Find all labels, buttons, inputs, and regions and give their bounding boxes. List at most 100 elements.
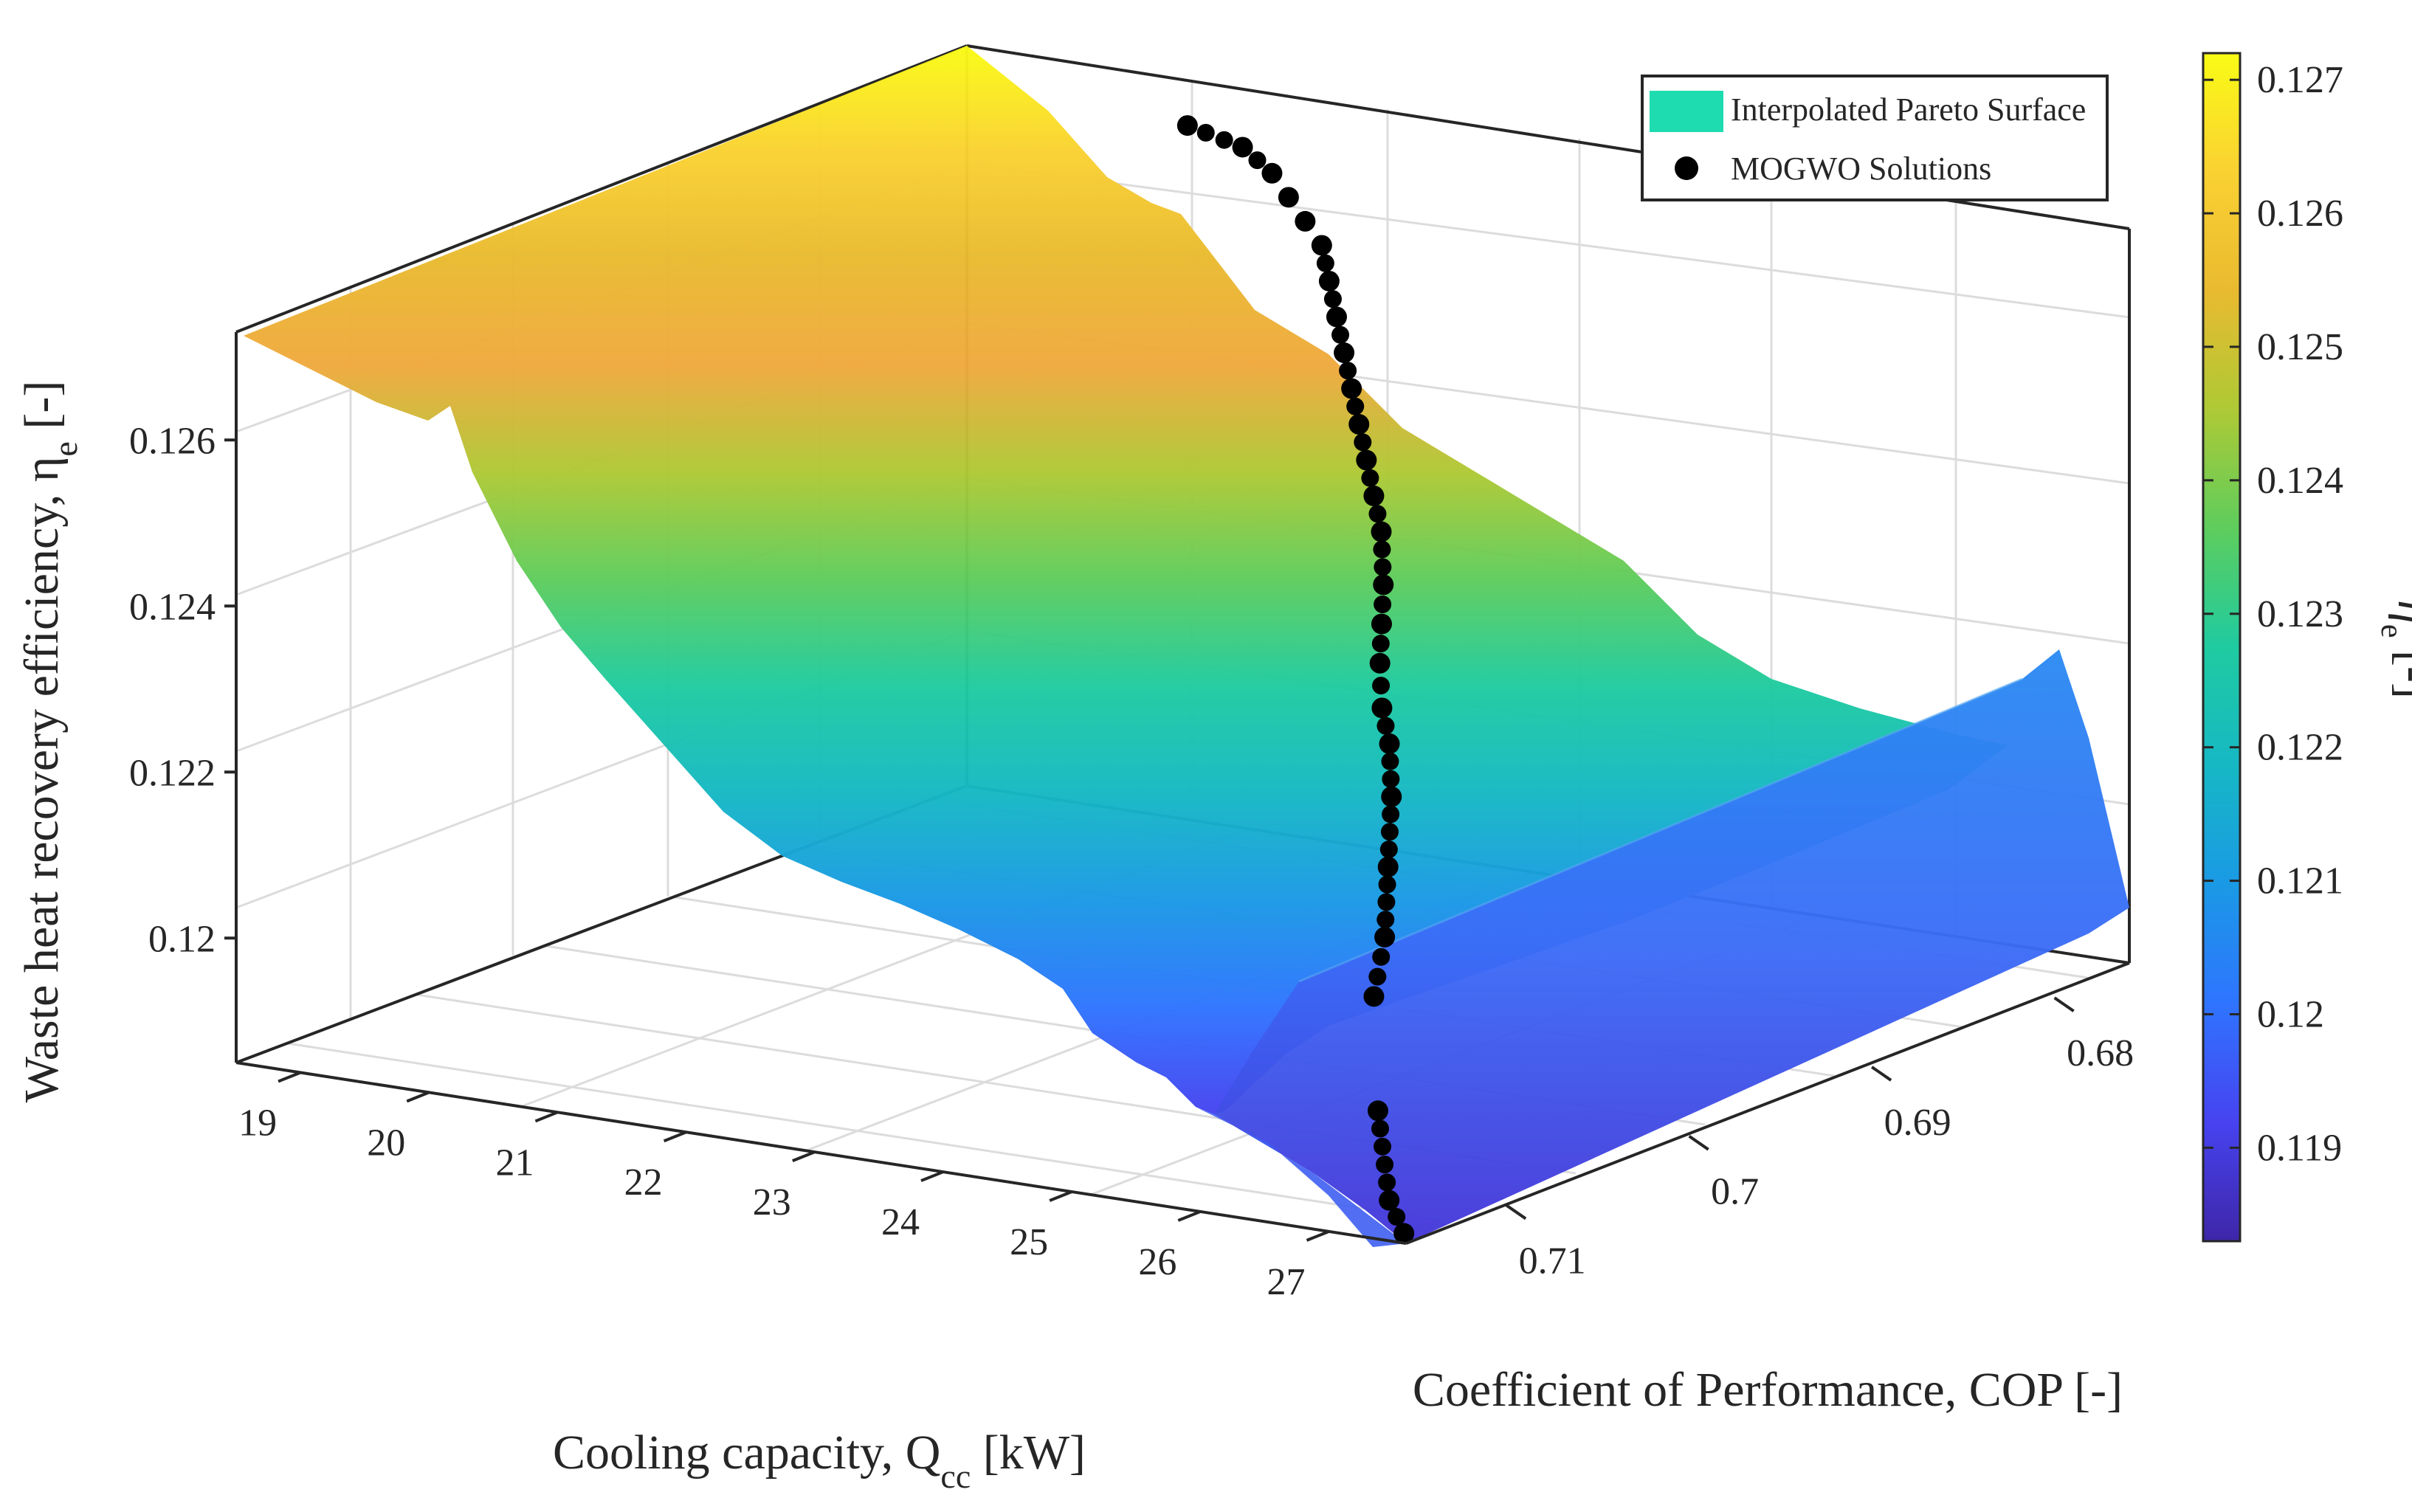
mogwo-point-fill	[1316, 254, 1334, 272]
x-axis-ticks: 19 20 21 22 23 24 25 26 27	[238, 1071, 1330, 1303]
mogwo-point	[1356, 449, 1377, 471]
legend-surface-swatch	[1650, 91, 1723, 132]
legend-surface-label: Interpolated Pareto Surface	[1731, 92, 2086, 128]
colorbar-tick-label: 0.12	[2257, 993, 2324, 1035]
mogwo-point-fill	[1376, 1156, 1394, 1174]
y-tick-label: 0.69	[1884, 1102, 1951, 1144]
mogwo-point-fill	[1215, 131, 1233, 149]
mogwo-point	[1176, 115, 1198, 137]
x-tick-label: 27	[1267, 1261, 1305, 1303]
mogwo-point-fill	[1196, 123, 1215, 142]
mogwo-point-fill	[1248, 151, 1267, 170]
y-tick-label: 0.7	[1711, 1171, 1759, 1213]
mogwo-point	[1374, 926, 1396, 947]
surface-ridge-edge	[1298, 677, 2023, 983]
x-tick-label: 26	[1138, 1241, 1176, 1283]
x-tick-mark	[792, 1150, 816, 1163]
mogwo-point	[1334, 342, 1355, 364]
mogwo-point	[1373, 574, 1394, 596]
colorbar-label: ηe [-]	[2374, 600, 2412, 699]
colorbar-tick-label: 0.124	[2257, 460, 2343, 502]
y-tick-mark	[1870, 1066, 1892, 1082]
mogwo-point-fill	[1372, 677, 1391, 695]
colorbar-label-main: η	[2388, 600, 2412, 624]
x-tick-label: 21	[495, 1142, 534, 1184]
mogwo-point	[1371, 521, 1392, 542]
mogwo-point-fill	[1388, 1208, 1406, 1226]
x-axis-label: Cooling capacity, Qcc [kW]	[553, 1426, 1086, 1495]
y-tick-label: 0.71	[1519, 1240, 1586, 1282]
colorbar-tick-label: 0.126	[2257, 193, 2343, 235]
colorbar-tick-label: 0.121	[2257, 860, 2343, 902]
z-axis-label-unit: [-]	[15, 381, 69, 441]
mogwo-point	[1311, 235, 1332, 256]
mogwo-point	[1295, 210, 1316, 232]
mogwo-point	[1278, 187, 1299, 208]
mogwo-point	[1381, 786, 1402, 807]
colorbar-tick-label: 0.127	[2257, 59, 2343, 101]
legend-dot-marker	[1675, 156, 1698, 180]
x-axis-label-unit: [kW]	[971, 1426, 1086, 1480]
z-tick-label: 0.122	[129, 752, 216, 794]
colorbar-tick-label: 0.122	[2257, 727, 2343, 769]
y-axis-ticks: 0.71 0.7 0.69 0.68	[1505, 996, 2134, 1282]
surface-front	[1196, 1107, 1406, 1247]
mogwo-point-fill	[1346, 397, 1365, 415]
mogwo-point-fill	[1376, 717, 1395, 735]
mogwo-point	[1379, 1190, 1400, 1211]
z-tick-label: 0.124	[129, 586, 216, 628]
mogwo-point	[1232, 137, 1253, 158]
colorbar-ticks: 0.119 0.12 0.121 0.122 0.123 0.124 0.125 0.126 0…	[2203, 59, 2343, 1169]
mogwo-point	[1371, 697, 1393, 719]
x-tick-label: 23	[753, 1181, 791, 1223]
y-tick-mark	[1688, 1135, 1709, 1151]
mogwo-point	[1341, 378, 1362, 399]
mogwo-point-fill	[1339, 362, 1357, 380]
x-tick-mark	[1306, 1229, 1330, 1242]
legend-solutions-label: MOGWO Solutions	[1731, 151, 1991, 187]
y-axis-label: Coefficient of Performance, COP [-]	[1413, 1363, 2123, 1417]
surface-main	[244, 46, 2008, 1114]
x-tick-label: 24	[881, 1201, 920, 1243]
x-tick-label: 19	[238, 1102, 277, 1144]
mogwo-point	[1379, 733, 1400, 754]
mogwo-point-fill	[1331, 325, 1350, 344]
mogwo-solutions	[1176, 115, 1415, 1244]
mogwo-point-fill	[1377, 893, 1396, 911]
colorbar-tick-label: 0.125	[2257, 326, 2343, 368]
x-tick-label: 25	[1010, 1221, 1048, 1263]
mogwo-point-fill	[1380, 823, 1399, 841]
mogwo-point-fill	[1376, 911, 1395, 929]
y-tick-mark	[2053, 996, 2075, 1012]
mogwo-point	[1369, 652, 1391, 674]
mogwo-point	[1348, 414, 1370, 435]
x-tick-label: 22	[624, 1161, 663, 1204]
colorbar-label-unit: [-]	[2388, 638, 2412, 698]
mogwo-point-fill	[1374, 558, 1392, 576]
x-tick-label: 20	[367, 1122, 405, 1164]
legend: Interpolated Pareto Surface MOGWO Soluti…	[1641, 75, 2109, 201]
x-axis-label-main: Cooling capacity, Q	[553, 1426, 940, 1480]
z-axis-label: Waste heat recovery efficiency, ηe [-]	[15, 381, 84, 1103]
mogwo-point-fill	[1374, 595, 1392, 613]
mogwo-point-fill	[1378, 1173, 1396, 1192]
y-tick-label: 0.68	[2067, 1032, 2134, 1074]
x-tick-mark	[920, 1170, 944, 1182]
y-tick-mark	[1505, 1204, 1527, 1221]
mogwo-point-fill	[1371, 1119, 1389, 1138]
mogwo-point	[1261, 162, 1283, 184]
mogwo-point-fill	[1373, 540, 1391, 559]
mogwo-point	[1393, 1223, 1415, 1244]
mogwo-point-fill	[1378, 875, 1396, 894]
mogwo-point	[1363, 986, 1385, 1007]
x-tick-mark	[1177, 1210, 1202, 1222]
mogwo-point	[1371, 613, 1392, 635]
x-tick-mark	[406, 1091, 430, 1103]
mogwo-point-fill	[1374, 1137, 1392, 1156]
mogwo-point-fill	[1368, 505, 1387, 523]
mogwo-point-fill	[1379, 840, 1398, 859]
mogwo-point-fill	[1372, 947, 1391, 966]
interpolated-pareto-surface	[244, 46, 2129, 1247]
mogwo-point-fill	[1381, 752, 1399, 770]
x-tick-mark	[1049, 1190, 1072, 1202]
